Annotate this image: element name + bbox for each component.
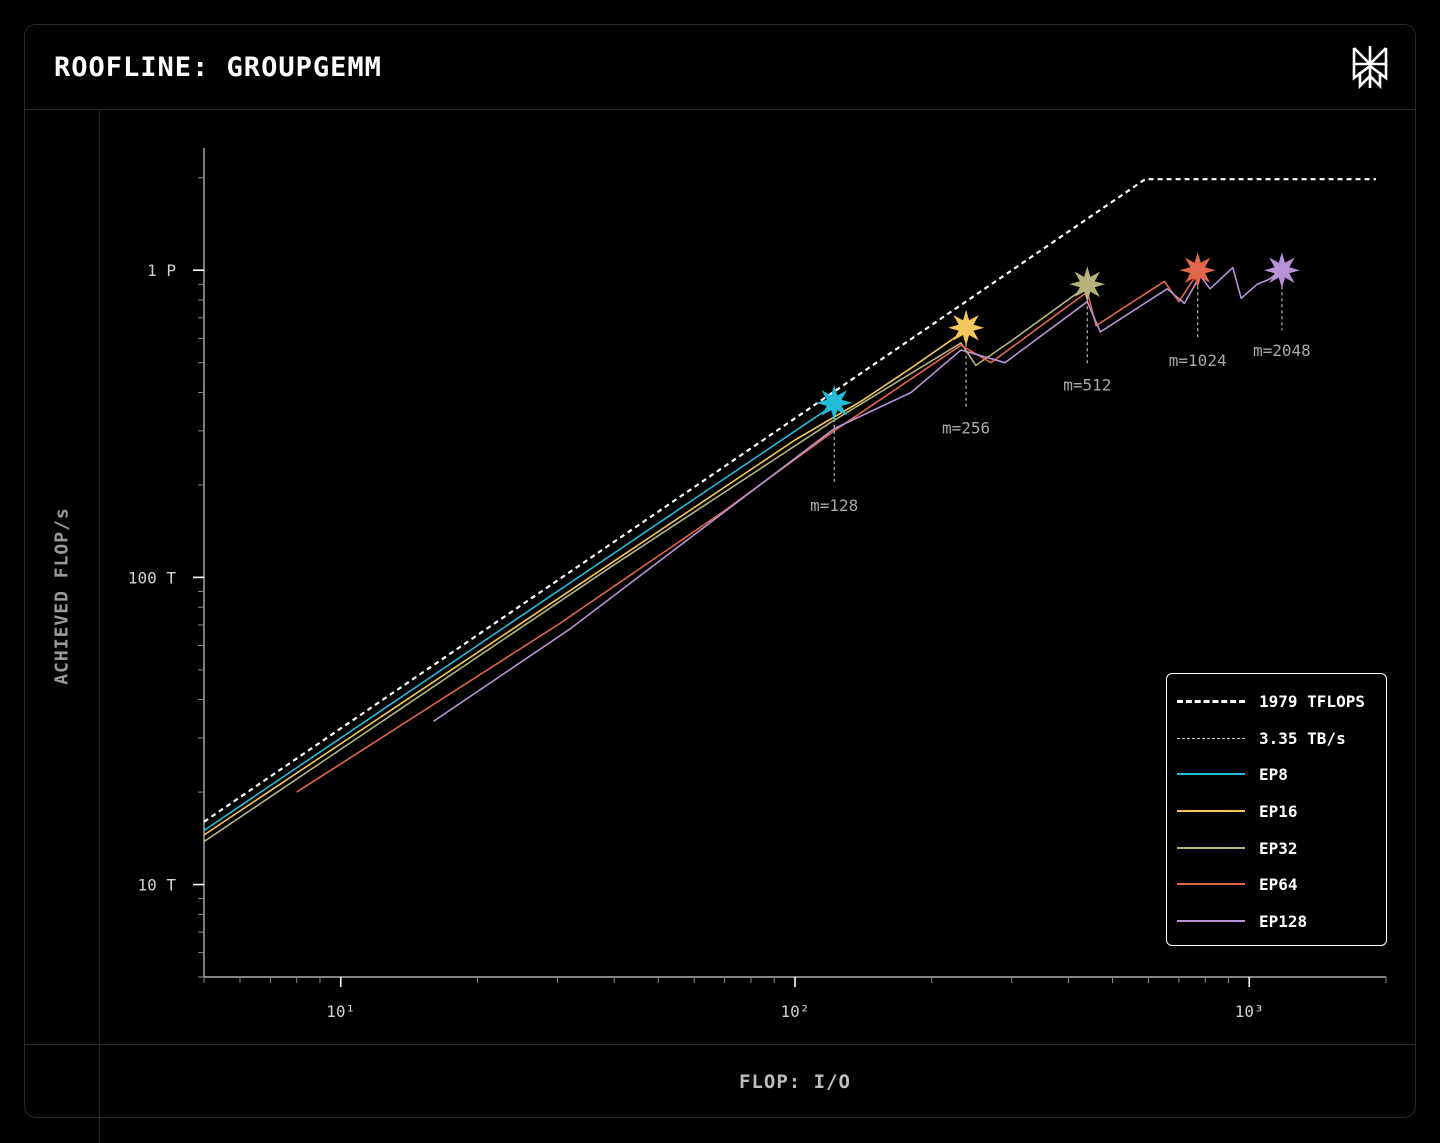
series-line-ep16 [203, 329, 967, 836]
header-divider [24, 109, 1416, 110]
y-tick-label: 1 P [147, 261, 176, 280]
legend-item-ep16: EP16 [1177, 801, 1298, 821]
legend-item-ep32: EP32 [1177, 838, 1298, 858]
legend-swatch-peak [1177, 699, 1245, 703]
legend-item-bandwidth: 3.35 TB/s [1177, 728, 1346, 748]
marker-label: m=256 [942, 419, 990, 438]
legend-label-ep8: EP8 [1259, 764, 1288, 784]
legend-label-bandwidth: 3.35 TB/s [1259, 728, 1346, 748]
legend-item-peak: 1979 TFLOPS [1177, 691, 1365, 711]
legend-swatch-ep128 [1177, 920, 1245, 922]
series-line-ep64 [296, 272, 1199, 793]
legend-label-ep32: EP32 [1259, 838, 1298, 858]
series-line-ep128 [433, 266, 1283, 722]
roofline-line [203, 178, 1376, 823]
legend-label-peak: 1979 TFLOPS [1259, 691, 1365, 711]
x-tick-label: 10¹ [326, 1002, 355, 1021]
y-tick-label: 10 T [137, 876, 176, 895]
marker-star [1263, 252, 1300, 289]
left-divider [99, 109, 100, 1143]
marker-star [1179, 252, 1216, 289]
x-tick-label: 10² [781, 1002, 810, 1021]
x-tick-label: 10³ [1235, 1002, 1264, 1021]
footer-divider [24, 1044, 1416, 1045]
chart-legend: 1979 TFLOPS 3.35 TB/s EP8 EP16 EP32 EP64… [1166, 673, 1387, 946]
legend-swatch-ep16 [1177, 810, 1245, 812]
legend-item-ep64: EP64 [1177, 874, 1298, 894]
series-line-ep32 [203, 285, 1088, 843]
y-tick-label: 100 T [128, 568, 177, 587]
marker-star [816, 384, 853, 421]
x-axis-label: FLOP: I/O [739, 1071, 851, 1093]
legend-swatch-ep32 [1177, 847, 1245, 849]
series-line-ep8 [203, 404, 835, 832]
marker-label: m=2048 [1253, 341, 1311, 360]
legend-label-ep64: EP64 [1259, 874, 1298, 894]
legend-swatch-ep64 [1177, 883, 1245, 885]
legend-item-ep8: EP8 [1177, 764, 1288, 784]
marker-star [948, 309, 985, 346]
legend-swatch-bandwidth [1177, 737, 1245, 739]
marker-label: m=1024 [1169, 351, 1227, 370]
legend-label-ep16: EP16 [1259, 801, 1298, 821]
legend-item-ep128: EP128 [1177, 911, 1307, 931]
marker-label: m=512 [1063, 375, 1111, 394]
chart-title: ROOFLINE: GROUPGEMM [54, 52, 382, 83]
y-axis-label: ACHIEVED FLOP/s [51, 507, 73, 685]
marker-label: m=128 [810, 496, 858, 515]
legend-label-ep128: EP128 [1259, 911, 1308, 931]
chart-frame [24, 24, 1416, 1118]
legend-swatch-ep8 [1177, 773, 1245, 775]
perplexity-logo-icon [1352, 46, 1388, 90]
marker-star [1069, 266, 1106, 303]
